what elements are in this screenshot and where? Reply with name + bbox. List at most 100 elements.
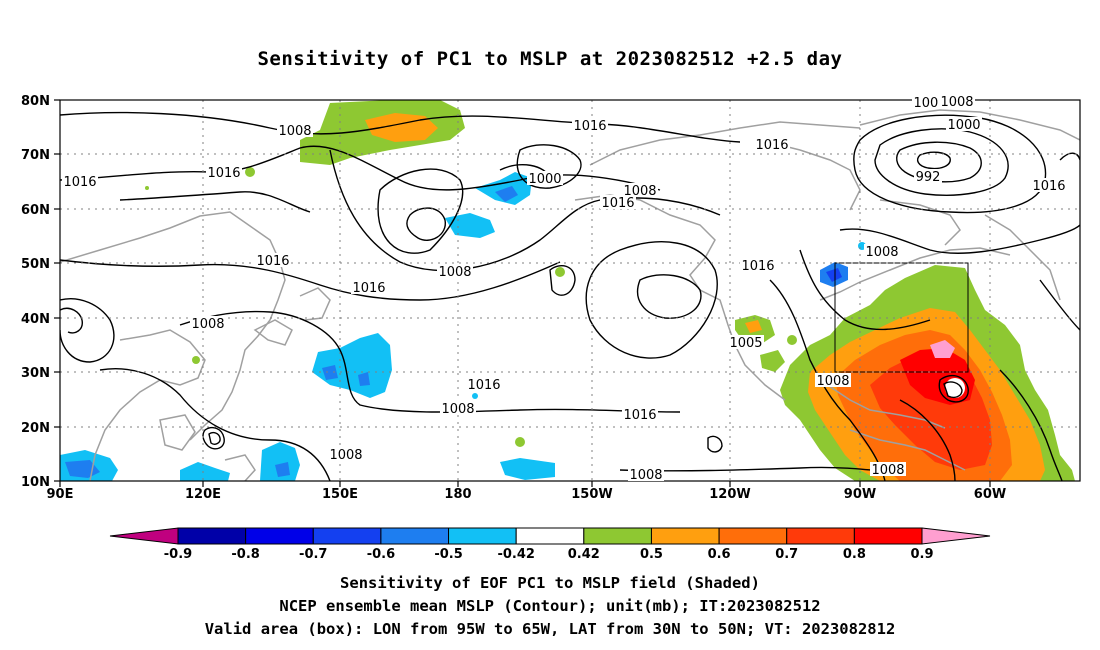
lat-label: 30N (21, 366, 50, 381)
contour-label: 1016 (352, 281, 385, 296)
lat-label: 60N (21, 203, 50, 218)
contour-label: 992 (916, 170, 941, 185)
lon-label: 150W (571, 487, 612, 502)
contour-label-bg (572, 118, 608, 132)
colorbar-bin (786, 527, 855, 545)
colorbar-bin (650, 527, 720, 545)
contour-label: 1008 (913, 96, 946, 111)
contour-label-bg (728, 335, 764, 349)
contour-label-bg (206, 165, 242, 179)
contour-label: 1008 (329, 448, 362, 463)
contour-label: 1016 (755, 138, 788, 153)
contour-label-bg (740, 258, 776, 272)
contour-label: 1016 (1032, 179, 1065, 194)
contour-label-bg (628, 467, 664, 481)
contour-label-bg (440, 401, 476, 415)
contour-label: 1016 (207, 166, 240, 181)
contour-label: 1016 (256, 254, 289, 269)
contour-label-bg (466, 377, 502, 391)
lon-label: 180 (444, 487, 471, 502)
contour-label: 1008 (629, 468, 662, 483)
lon-label: 90W (844, 487, 876, 502)
contour-label-bg (527, 171, 563, 185)
lon-label: 120E (185, 487, 221, 502)
contour-label: 1016 (741, 259, 774, 274)
contour-label-bg (754, 137, 790, 151)
plot-title: Sensitivity of PC1 to MSLP at 2023082512… (257, 48, 843, 70)
footer-line-1: Sensitivity of EOF PC1 to MSLP field (Sh… (340, 574, 760, 592)
colorbar-bin (177, 527, 247, 545)
contour-label-bg (328, 447, 364, 461)
colorbar-label: 0.8 (843, 547, 866, 562)
contour-label-bg (622, 407, 658, 421)
plot-frame (59, 99, 1081, 482)
contour-label-bg (351, 280, 387, 294)
lat-label: 40N (21, 312, 50, 327)
contour-label: 1008 (940, 95, 973, 110)
contour-label: 1016 (467, 378, 500, 393)
contour-label: 1008 (278, 124, 311, 139)
colorbar-bin (718, 527, 788, 545)
colorbar-bin (312, 527, 382, 545)
contour-label: 1016 (623, 408, 656, 423)
lat-label: 20N (21, 421, 50, 436)
colorbar-label: -0.9 (164, 547, 192, 562)
lat-label: 10N (21, 475, 50, 490)
colorbar-bin (515, 527, 585, 545)
colorbar-bin (380, 527, 450, 545)
contour-label: 1005 (729, 336, 762, 351)
lon-label: 60W (974, 487, 1006, 502)
colorbar-label: -0.8 (231, 547, 259, 562)
contour-label-bg (864, 244, 900, 258)
contour-label-bg (914, 169, 942, 183)
colorbar-label: 0.6 (708, 547, 731, 562)
contour-label-bg (870, 462, 906, 476)
colorbar-bin (448, 527, 517, 545)
contour-label: 1016 (573, 119, 606, 134)
contour-label: 1000 (528, 172, 561, 187)
contour-label: 1008 (438, 265, 471, 280)
footer-line-2: NCEP ensemble mean MSLP (Contour); unit(… (279, 597, 821, 615)
colorbar-label: 0.7 (775, 547, 798, 562)
lat-label: 80N (21, 94, 50, 109)
lat-label: 50N (21, 257, 50, 272)
lat-label: 70N (21, 148, 50, 163)
contour-label: 1008 (191, 317, 224, 332)
contour-label-bg (815, 373, 851, 387)
colorbar-label: 0.5 (640, 547, 663, 562)
colorbar-high-arrow (921, 527, 991, 545)
colorbar-label: 0.42 (568, 547, 600, 562)
sensitivity-shading (60, 100, 1075, 481)
contour-label-bg (277, 123, 313, 137)
contour-label: 1008 (871, 463, 904, 478)
contour-label: 1000 (947, 118, 980, 133)
contour-label: 1016 (63, 175, 96, 190)
lon-label: 150E (322, 487, 358, 502)
lon-label: 90E (47, 487, 74, 502)
contour-label-bg (939, 94, 975, 108)
contour-label: 1008 (865, 245, 898, 260)
contour-label-bg (437, 264, 473, 278)
contour-label-bg (62, 174, 98, 188)
colorbar-label: -0.7 (299, 547, 327, 562)
contour-label: 1008 (441, 402, 474, 417)
contour-label-bg (190, 316, 226, 330)
colorbar-bin (245, 527, 314, 545)
contour-label-bg (255, 253, 291, 267)
lon-label: 120W (709, 487, 750, 502)
contour-label: 1016 (601, 196, 634, 211)
colorbar-label: -0.42 (497, 547, 534, 562)
colorbar-label: -0.5 (434, 547, 462, 562)
colorbar-label: 0.9 (910, 547, 933, 562)
contour-label-bg (600, 195, 636, 209)
colorbar-label: -0.6 (367, 547, 395, 562)
grid (60, 100, 1080, 481)
footer-line-3: Valid area (box): LON from 95W to 65W, L… (204, 620, 896, 638)
colorbar: -0.9 -0.8 -0.7 -0.6 -0.5 -0.42 0.42 0.5 0.6 0.7 0.… (109, 527, 991, 562)
colorbar-low-arrow (109, 527, 179, 545)
colorbar-bin (853, 527, 923, 545)
contour-label-bg (622, 183, 658, 197)
